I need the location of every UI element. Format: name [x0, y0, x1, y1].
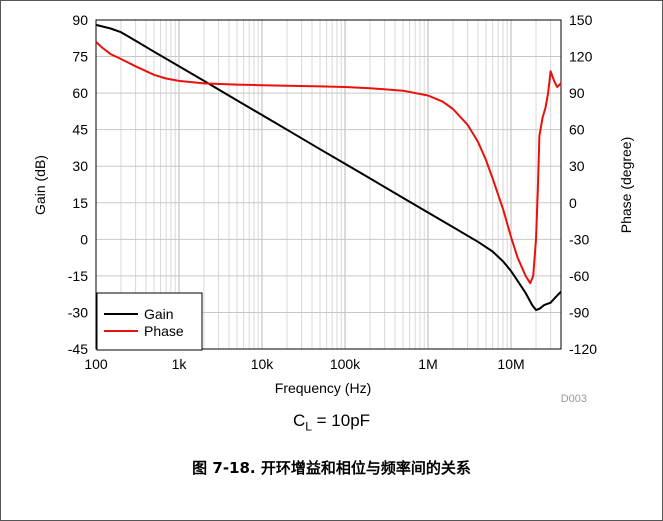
- caption-suffix: = 10pF: [311, 411, 371, 430]
- load-capacitance-caption: CL = 10pF: [1, 411, 662, 433]
- left-axis-label: Gain (dB): [32, 155, 48, 215]
- right-tick-label: -90: [569, 304, 589, 320]
- left-tick-label: 45: [72, 122, 88, 138]
- left-tick-label: 30: [72, 158, 88, 174]
- right-tick-label: 30: [569, 158, 585, 174]
- x-axis-label: Frequency (Hz): [275, 380, 371, 396]
- plot-border: [95, 19, 562, 350]
- x-tick-label: 10M: [497, 356, 524, 372]
- legend-gain-label: Gain: [144, 306, 174, 322]
- left-tick-label: -15: [68, 268, 88, 284]
- right-tick-label: -60: [569, 268, 589, 284]
- right-tick-label: 150: [569, 12, 593, 28]
- x-tick-label: 100: [84, 356, 108, 372]
- caption-prefix: C: [292, 411, 306, 430]
- left-tick-label: 15: [72, 195, 88, 211]
- right-axis-label: Phase (degree): [618, 137, 634, 234]
- left-tick-label: -45: [68, 341, 88, 357]
- legend: Gain Phase: [96, 292, 203, 351]
- figure-id: D003: [561, 393, 587, 405]
- left-tick-label: 60: [72, 85, 88, 101]
- left-tick-label: 0: [80, 231, 88, 247]
- right-tick-label: -120: [569, 341, 597, 357]
- right-tick-label: 120: [569, 49, 593, 65]
- x-tick-label: 1k: [172, 356, 188, 372]
- x-tick-label: 100k: [330, 356, 361, 372]
- series-layer: [95, 23, 562, 311]
- chart-grid: [96, 20, 561, 349]
- right-tick-label: 60: [569, 122, 585, 138]
- series-line-gain: [95, 23, 562, 311]
- right-tick-label: 90: [569, 85, 585, 101]
- right-tick-label: -30: [569, 231, 589, 247]
- legend-box: [96, 292, 203, 351]
- figure-title: 图 7-18. 开环增益和相位与频率间的关系: [192, 459, 471, 477]
- x-axis-ticks: 100 1k 10k 100k 1M 10M: [84, 356, 524, 372]
- gain-phase-chart: 100 1k 10k 100k 1M 10M 9075604530150-15-30-45…: [32, 12, 634, 405]
- left-tick-label: 75: [72, 49, 88, 65]
- series-line-phase: [95, 41, 562, 285]
- right-tick-label: 0: [569, 195, 577, 211]
- left-tick-label: 90: [72, 12, 88, 28]
- x-tick-label: 10k: [251, 356, 275, 372]
- left-axis-ticks: 90 75 60 45 30 15 0 -15 -30 -45: [68, 12, 88, 357]
- right-axis-ticks: 150 120 90 60 30 0 -30 -60 -90 -120: [569, 12, 597, 357]
- caption-subscript: L: [305, 419, 312, 434]
- x-tick-label: 1M: [418, 356, 437, 372]
- legend-phase-label: Phase: [144, 323, 184, 339]
- left-tick-label: -30: [68, 304, 88, 320]
